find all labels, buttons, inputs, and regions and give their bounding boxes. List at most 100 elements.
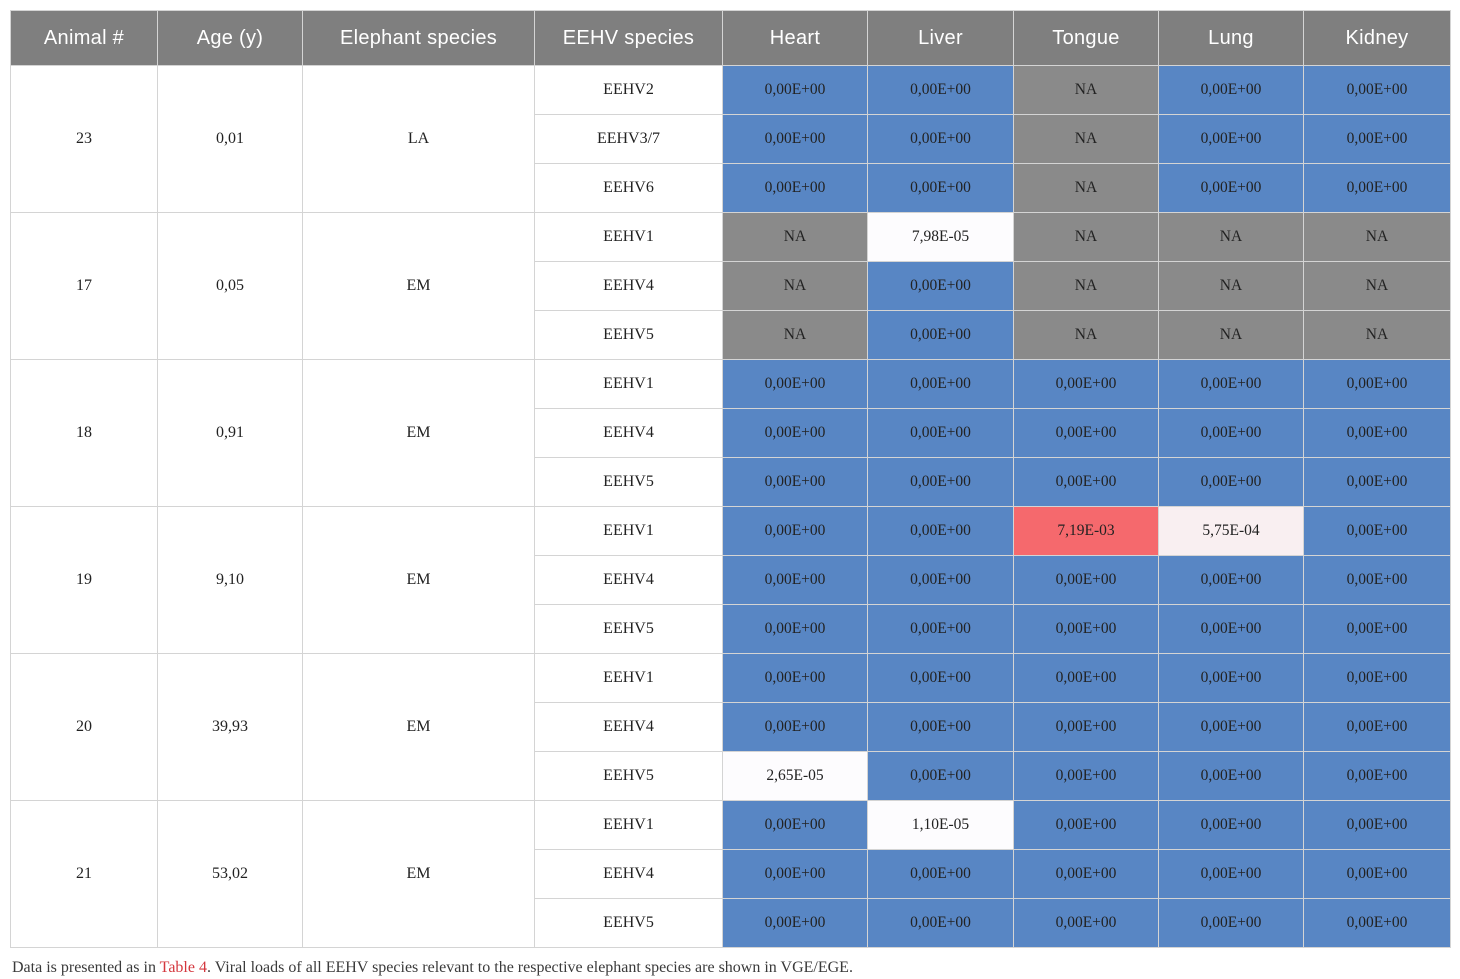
species-cell: EM xyxy=(302,359,535,507)
table-body: 23 0,01 LA EEHV2 0,00E+00 0,00E+00 NA 0,00E+00 0… xyxy=(10,65,1451,948)
value-cell: 0,00E+00 xyxy=(867,457,1014,507)
viral-load-table: Animal # Age (y) Elephant species EEHV spec… xyxy=(10,10,1451,948)
table-row: EEHV4 0,00E+00 0,00E+00 0,00E+00 0,00E+00 0,0… xyxy=(11,702,1451,752)
table-row: EEHV5 NA 0,00E+00 NA NA NA xyxy=(11,310,1451,360)
value-cell: 0,00E+00 xyxy=(722,408,868,458)
value-cell: 0,00E+00 xyxy=(1158,898,1304,948)
header-row: Animal # Age (y) Elephant species EEHV spec… xyxy=(10,10,1451,66)
value-cell: 0,00E+00 xyxy=(722,898,868,948)
value-cell: NA xyxy=(1303,261,1451,311)
table-row: EEHV4 NA 0,00E+00 NA NA NA xyxy=(11,261,1451,311)
column-header-liver: Liver xyxy=(867,10,1014,66)
eehv-species-cell: EEHV1 xyxy=(534,506,723,556)
value-cell: 0,00E+00 xyxy=(722,457,868,507)
table-row: EEHV6 0,00E+00 0,00E+00 NA 0,00E+00 0,00E+00 xyxy=(11,163,1451,213)
value-cell: 0,00E+00 xyxy=(1158,800,1304,850)
value-cell: 0,00E+00 xyxy=(1303,408,1451,458)
column-header-tongue: Tongue xyxy=(1013,10,1159,66)
value-cell: NA xyxy=(722,310,868,360)
value-cell: 0,00E+00 xyxy=(1158,849,1304,899)
value-cell: 0,00E+00 xyxy=(722,65,868,115)
eehv-species-cell: EEHV1 xyxy=(534,359,723,409)
value-cell: 0,00E+00 xyxy=(867,849,1014,899)
table-row: EEHV5 2,65E-05 0,00E+00 0,00E+00 0,00E+00 0,0… xyxy=(11,751,1451,801)
table-header: Animal # Age (y) Elephant species EEHV spec… xyxy=(10,10,1451,66)
eehv-species-cell: EEHV4 xyxy=(534,261,723,311)
value-cell: NA xyxy=(1013,114,1159,164)
eehv-species-cell: EEHV5 xyxy=(534,310,723,360)
eehv-species-cell: EEHV2 xyxy=(534,65,723,115)
value-cell: 0,00E+00 xyxy=(867,506,1014,556)
value-cell: 0,00E+00 xyxy=(722,849,868,899)
value-cell: 0,00E+00 xyxy=(867,751,1014,801)
eehv-species-cell: EEHV5 xyxy=(534,898,723,948)
column-header-heart: Heart xyxy=(722,10,868,66)
age-cell: 0,01 xyxy=(157,65,303,213)
caption-prefix: Data is presented as in xyxy=(12,959,160,976)
value-cell: 0,00E+00 xyxy=(722,653,868,703)
value-cell: 0,00E+00 xyxy=(1013,457,1159,507)
value-cell: 0,00E+00 xyxy=(867,114,1014,164)
age-cell: 0,05 xyxy=(157,212,303,360)
value-cell: 0,00E+00 xyxy=(1303,65,1451,115)
species-cell: EM xyxy=(302,653,535,801)
value-cell: NA xyxy=(1013,310,1159,360)
value-cell: 0,00E+00 xyxy=(722,506,868,556)
table-row: EEHV4 0,00E+00 0,00E+00 0,00E+00 0,00E+00 0,0… xyxy=(11,408,1451,458)
value-cell: 0,00E+00 xyxy=(867,555,1014,605)
value-cell: 2,65E-05 xyxy=(722,751,868,801)
value-cell: 0,00E+00 xyxy=(1158,359,1304,409)
value-cell: 0,00E+00 xyxy=(1158,114,1304,164)
value-cell: 7,98E-05 xyxy=(867,212,1014,262)
animal-cell: 23 xyxy=(10,65,158,213)
table-row: EEHV3/7 0,00E+00 0,00E+00 NA 0,00E+00 0,00E+0… xyxy=(11,114,1451,164)
table-row: EEHV5 0,00E+00 0,00E+00 0,00E+00 0,00E+00 0,0… xyxy=(11,457,1451,507)
value-cell: 0,00E+00 xyxy=(1303,114,1451,164)
value-cell: NA xyxy=(1013,65,1159,115)
value-cell: NA xyxy=(1303,212,1451,262)
value-cell: 0,00E+00 xyxy=(1158,408,1304,458)
value-cell: 0,00E+00 xyxy=(1013,800,1159,850)
eehv-species-cell: EEHV1 xyxy=(534,212,723,262)
value-cell: 0,00E+00 xyxy=(867,163,1014,213)
value-cell: NA xyxy=(1013,261,1159,311)
eehv-species-cell: EEHV5 xyxy=(534,751,723,801)
value-cell: 0,00E+00 xyxy=(867,653,1014,703)
table-4-link[interactable]: Table 4 xyxy=(159,959,207,976)
value-cell: 0,00E+00 xyxy=(1013,702,1159,752)
value-cell: NA xyxy=(1013,163,1159,213)
value-cell: 0,00E+00 xyxy=(867,702,1014,752)
animal-cell: 17 xyxy=(10,212,158,360)
value-cell: 0,00E+00 xyxy=(867,310,1014,360)
value-cell: 0,00E+00 xyxy=(1158,457,1304,507)
value-cell: 0,00E+00 xyxy=(1013,653,1159,703)
value-cell: 0,00E+00 xyxy=(867,359,1014,409)
value-cell: 0,00E+00 xyxy=(867,65,1014,115)
age-cell: 53,02 xyxy=(157,800,303,948)
eehv-species-cell: EEHV1 xyxy=(534,653,723,703)
value-cell: 0,00E+00 xyxy=(1013,751,1159,801)
animal-cell: 21 xyxy=(10,800,158,948)
value-cell: 0,00E+00 xyxy=(1158,604,1304,654)
table-row: 23 0,01 LA EEHV2 0,00E+00 0,00E+00 NA 0,00E+00 0… xyxy=(10,65,1451,213)
eehv-species-cell: EEHV4 xyxy=(534,408,723,458)
value-cell: 0,00E+00 xyxy=(867,604,1014,654)
column-header-age-y: Age (y) xyxy=(157,10,303,66)
value-cell: 0,00E+00 xyxy=(867,898,1014,948)
value-cell: 0,00E+00 xyxy=(722,604,868,654)
value-cell: 0,00E+00 xyxy=(1303,800,1451,850)
value-cell: 1,10E-05 xyxy=(867,800,1014,850)
table-row: 18 0,91 EM EEHV1 0,00E+00 0,00E+00 0,00E+00 0,0… xyxy=(10,359,1451,507)
species-cell: EM xyxy=(302,506,535,654)
value-cell: 0,00E+00 xyxy=(722,359,868,409)
animal-cell: 19 xyxy=(10,506,158,654)
value-cell: 0,00E+00 xyxy=(722,800,868,850)
value-cell: NA xyxy=(1013,212,1159,262)
value-cell: 0,00E+00 xyxy=(1013,408,1159,458)
value-cell: 0,00E+00 xyxy=(1303,653,1451,703)
value-cell: 0,00E+00 xyxy=(1303,849,1451,899)
animal-cell: 18 xyxy=(10,359,158,507)
value-cell: 0,00E+00 xyxy=(1303,506,1451,556)
species-cell: EM xyxy=(302,212,535,360)
value-cell: 0,00E+00 xyxy=(1013,359,1159,409)
